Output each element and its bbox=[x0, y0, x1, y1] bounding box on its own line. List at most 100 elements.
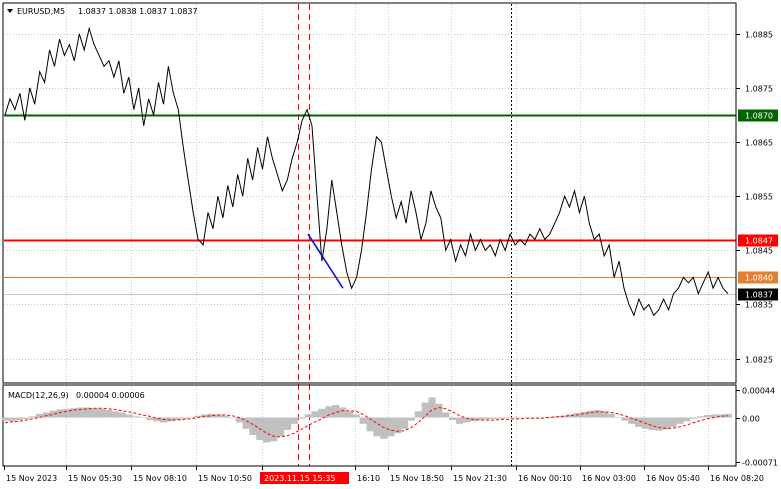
macd-histogram-bar bbox=[580, 411, 588, 418]
macd-histogram-bar bbox=[215, 414, 223, 418]
macd-histogram-bar bbox=[318, 408, 326, 418]
level-price-tag-label: 1.0837 bbox=[745, 291, 773, 300]
time-tick-label: 16 Nov 00:10 bbox=[518, 474, 572, 483]
macd-histogram-bar bbox=[339, 407, 347, 418]
macd-histogram-bar bbox=[724, 413, 732, 418]
macd-histogram-bar bbox=[173, 417, 181, 420]
macd-histogram-bar bbox=[387, 417, 395, 437]
macd-histogram-bar bbox=[518, 417, 526, 419]
macd-histogram-bar bbox=[325, 406, 333, 418]
macd-histogram-bar bbox=[221, 415, 230, 418]
time-tick-label: 16 Nov 05:40 bbox=[646, 474, 700, 483]
macd-histogram-bar bbox=[717, 414, 725, 418]
time-tick-label-highlighted: 2023.11.15 15:35 bbox=[264, 474, 335, 483]
macd-histogram-bar bbox=[545, 416, 553, 418]
ohlc-values: 1.0837 1.0838 1.0837 1.0837 bbox=[78, 7, 198, 16]
macd-histogram-bar bbox=[600, 411, 608, 418]
price-tick-label: 1.0865 bbox=[745, 139, 773, 148]
time-axis: 15 Nov 2023 15 Nov 05:30 15 Nov 08:10 15 No… bbox=[4, 466, 764, 484]
chart-header: EURUSD,M5 1.0837 1.0838 1.0837 1.0837 bbox=[7, 7, 198, 16]
macd-histogram-bar bbox=[456, 417, 464, 424]
macd-histogram-bar bbox=[345, 411, 353, 418]
price-tick-label: 1.0855 bbox=[745, 193, 773, 202]
macd-histogram-bar bbox=[442, 412, 450, 418]
macd-histogram-bar bbox=[153, 417, 161, 422]
macd-tick-label: -0.00071 bbox=[742, 459, 778, 468]
macd-histogram-bar bbox=[77, 407, 85, 418]
macd-histogram-bar bbox=[8, 417, 16, 422]
price-tick-label: 1.0845 bbox=[745, 247, 773, 256]
time-tick-label: 15 Nov 18:50 bbox=[390, 474, 444, 483]
macd-histogram-bar bbox=[70, 408, 78, 418]
grid bbox=[4, 4, 736, 466]
macd-histogram-bar bbox=[228, 417, 236, 419]
level-price-tag-label: 1.0847 bbox=[745, 237, 773, 246]
macd-histogram-bar bbox=[621, 417, 629, 421]
macd-histogram-bar bbox=[159, 417, 168, 423]
macd-histogram-bar bbox=[428, 397, 436, 418]
macd-histogram-bar bbox=[290, 417, 298, 424]
level-price-tag-label: 1.0870 bbox=[745, 112, 773, 121]
macd-histogram-bar bbox=[648, 417, 656, 430]
macd-histogram-bar bbox=[593, 410, 601, 418]
macd-label: MACD(12,26,9) bbox=[8, 391, 69, 400]
time-tick-label: 15 Nov 08:10 bbox=[133, 474, 187, 483]
macd-histogram-bar bbox=[332, 405, 340, 418]
macd-histogram-bar bbox=[462, 417, 471, 423]
macd-histogram-bar bbox=[98, 408, 106, 418]
macd-histogram-bar bbox=[235, 417, 243, 423]
macd-histogram-bar bbox=[187, 416, 195, 418]
macd-histogram-bar bbox=[614, 416, 622, 418]
trend-line-group[interactable] bbox=[307, 233, 344, 289]
macd-indicator bbox=[1, 397, 732, 443]
level-price-tag bbox=[738, 271, 778, 284]
price-tick-label: 1.0825 bbox=[745, 356, 773, 365]
macd-header: MACD(12,26,9) 0.00004 0.00006 bbox=[8, 391, 145, 400]
macd-histogram-bar bbox=[352, 414, 360, 418]
macd-histogram-bar bbox=[662, 417, 670, 430]
trend-line[interactable] bbox=[307, 233, 344, 289]
macd-histogram-bar bbox=[36, 413, 44, 418]
macd-histogram-bar bbox=[297, 417, 305, 419]
macd-histogram-bar bbox=[49, 410, 57, 418]
price-tick-label: 1.0835 bbox=[745, 301, 773, 310]
macd-histogram-bar bbox=[42, 412, 51, 418]
time-tick-label: 15 Nov 2023 bbox=[6, 474, 57, 483]
time-tick-label: 16:10 bbox=[357, 474, 380, 483]
macd-histogram-bar bbox=[497, 417, 505, 419]
level-price-tag-label: 1.0840 bbox=[745, 274, 773, 283]
macd-histogram-bar bbox=[242, 417, 250, 429]
macd-histogram-bar bbox=[270, 417, 278, 442]
time-tick-label: 16 Nov 08:20 bbox=[710, 474, 764, 483]
macd-histogram-bar bbox=[263, 417, 271, 443]
macd-histogram-bar bbox=[483, 417, 491, 420]
time-tick-label: 15 Nov 05:30 bbox=[68, 474, 122, 483]
macd-histogram-bar bbox=[669, 417, 677, 427]
macd-histogram-bar bbox=[490, 417, 498, 419]
macd-tick-label: 0.00044 bbox=[742, 387, 775, 396]
macd-histogram-bar bbox=[421, 402, 429, 418]
price-series bbox=[4, 26, 729, 317]
macd-histogram-bar bbox=[586, 410, 594, 418]
macd-histogram-bar bbox=[277, 417, 285, 437]
macd-tick-label: 0.00 bbox=[742, 415, 760, 424]
macd-histogram-bar bbox=[366, 417, 374, 432]
macd-histogram-bar bbox=[607, 413, 615, 418]
time-highlight-box bbox=[260, 472, 349, 484]
macd-histogram-bar bbox=[628, 417, 636, 424]
macd-histogram-bar bbox=[359, 417, 367, 424]
price-tick-label: 1.0885 bbox=[745, 31, 773, 40]
macd-histogram-bar bbox=[676, 417, 684, 424]
macd-histogram-bar bbox=[91, 408, 99, 418]
macd-pane-frame bbox=[2, 384, 737, 467]
macd-histogram-bar bbox=[125, 414, 133, 418]
macd-histogram-bar bbox=[655, 417, 663, 431]
macd-histogram-bar bbox=[194, 415, 202, 418]
macd-histogram-bar bbox=[1, 417, 9, 421]
macd-histogram-bar bbox=[84, 407, 92, 418]
macd-histogram-bar bbox=[139, 417, 147, 419]
collapse-triangle-icon[interactable] bbox=[7, 9, 13, 13]
macd-histogram-bar bbox=[566, 414, 574, 418]
